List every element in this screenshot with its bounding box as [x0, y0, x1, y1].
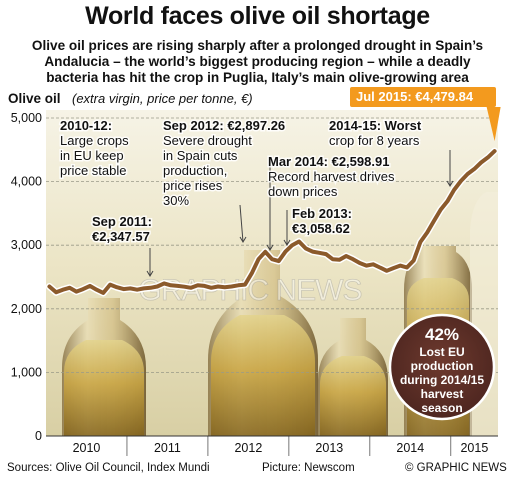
annotation-label: 30% — [163, 193, 189, 208]
footer-sources: Sources: Olive Oil Council, Index Mundi — [7, 462, 210, 474]
annotation-pointer — [239, 204, 244, 243]
annotation-arrowhead — [239, 236, 247, 243]
chart-title: Olive oil — [8, 91, 61, 106]
price-series — [45, 147, 499, 297]
price-line — [47, 149, 497, 295]
subtitle-line-3: bacteria has hit the crop in Puglia, Ita… — [46, 70, 469, 85]
highlight-label-box — [350, 87, 496, 107]
annotation-pointers — [146, 150, 454, 277]
subtitle-line-2: Andalucia – the world’s biggest producin… — [44, 54, 471, 69]
callout-line-4: harvest — [421, 387, 464, 401]
annotation-label: production, — [163, 163, 227, 178]
annotation-label: Sep 2011: — [92, 214, 152, 229]
highlight-pointer — [486, 107, 501, 142]
annotation-label: Severe drought — [163, 133, 252, 148]
y-axis: 0 1,000 2,000 3,000 4,000 5,000 — [11, 111, 42, 443]
footer-credit: © GRAPHIC NEWS — [405, 462, 507, 474]
y-tick-label: 2,000 — [11, 302, 42, 316]
annotation-label: crop for 8 years — [329, 133, 420, 148]
annotation-label: Record harvest drives — [268, 169, 395, 184]
y-tick-label: 0 — [35, 429, 42, 443]
x-tick-label: 2015 — [460, 441, 488, 455]
y-tick-label: 1,000 — [11, 365, 42, 379]
annotation-label: in Spain cuts — [163, 148, 238, 163]
footer-picture: Picture: Newscom — [262, 462, 355, 474]
x-tick-label: 2010 — [73, 441, 101, 455]
lost-production-callout: 42% Lost EU production during 2014/15 ha… — [388, 313, 496, 421]
annotation-arrowhead — [266, 244, 274, 251]
y-tick-label: 4,000 — [11, 175, 42, 189]
annotation-label: Mar 2014: €2,598.91 — [268, 154, 389, 169]
page-title: World faces olive oil shortage — [85, 2, 430, 30]
callout-line-1: Lost EU — [419, 345, 464, 359]
annotation-label: down prices — [268, 184, 338, 199]
annotation-label: Feb 2013: — [292, 206, 352, 221]
x-tick-label: 2011 — [154, 441, 181, 455]
subtitle-line-1: Olive oil prices are rising sharply afte… — [31, 38, 484, 53]
annotation-label: €3,058.62 — [292, 221, 350, 236]
annotation-arrowhead — [446, 180, 454, 187]
annotation-arrowhead — [283, 239, 291, 246]
annotation-label: Jul 2015: €4,479.84 — [356, 89, 474, 104]
callout-percentage: 42% — [425, 325, 459, 344]
x-tick-label: 2012 — [234, 441, 262, 455]
y-tick-label: 3,000 — [11, 238, 42, 252]
annotation-label: Sep 2012: €2,897.26 — [163, 118, 285, 133]
annotation-label: in EU keep — [60, 148, 124, 163]
x-tick-label: 2014 — [396, 441, 424, 455]
annotation-label: 2010-12: — [60, 118, 112, 133]
callout-line-3: during 2014/15 — [400, 373, 484, 387]
annotation-label: €2,347.57 — [92, 229, 150, 244]
annotation-arrowhead — [146, 270, 154, 277]
annotation-label: Large crops — [60, 133, 129, 148]
y-tick-label: 5,000 — [11, 111, 42, 125]
annotation-label: price stable — [60, 163, 126, 178]
x-axis: 2010 2011 2012 2013 2014 2015 — [73, 436, 488, 456]
annotation-label: 2014-15: Worst — [329, 118, 422, 133]
callout-line-5: season — [421, 401, 462, 415]
annotation-label: price rises — [163, 178, 223, 193]
chart-subtitle: (extra virgin, price per tonne, €) — [72, 91, 253, 106]
x-tick-label: 2013 — [315, 441, 343, 455]
callout-line-2: production — [411, 359, 474, 373]
